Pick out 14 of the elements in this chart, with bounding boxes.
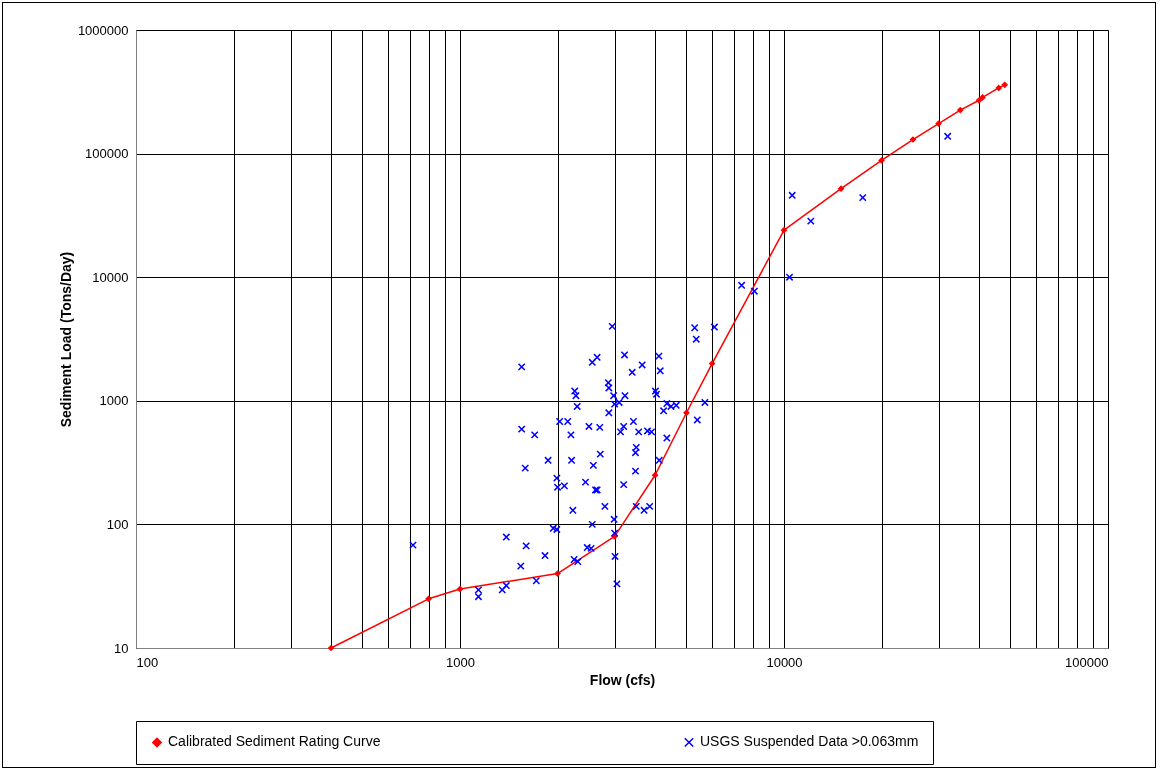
y-tick-label: 10000 [92,269,129,285]
y-tick-label: 100000 [85,146,129,162]
y-tick-label: 100 [106,516,129,532]
y-axis-title: Sediment Load (Tons/Day) [57,251,74,428]
legend-label: USGS Suspended Data >0.063mm [700,733,919,750]
x-tick-label: 10000 [766,654,803,670]
x-tick-label: 1000 [446,654,475,670]
x-tick-label: 100 [136,654,159,670]
y-tick-label: 10 [114,640,129,656]
x-tick-label: 100000 [1065,654,1109,670]
y-tick-label: 1000000 [77,22,129,38]
legend-label: Calibrated Sediment Rating Curve [168,733,381,750]
y-tick-label: 1000 [99,393,129,409]
x-axis-title: Flow (cfs) [589,671,656,688]
